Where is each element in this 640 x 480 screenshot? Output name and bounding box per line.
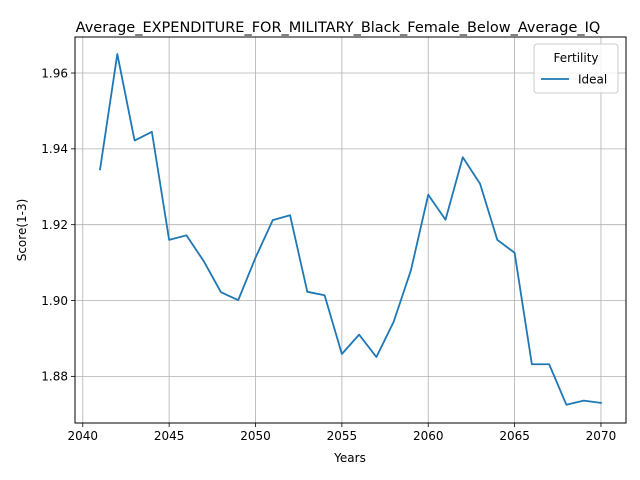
plot-frame xyxy=(74,36,627,424)
y-tick-label: 1.92 xyxy=(41,218,68,232)
y-tick-label: 1.94 xyxy=(41,142,68,156)
legend-title: Fertility xyxy=(553,51,598,65)
series-layer xyxy=(99,53,602,406)
x-axis-ticks: 2040 2045 2050 2055 2060 2065 2070 xyxy=(67,423,616,443)
x-tick-label: 2045 xyxy=(154,429,185,443)
y-axis-label: Score(1-3) xyxy=(15,199,29,262)
x-tick-label: 2040 xyxy=(67,429,98,443)
x-tick-label: 2050 xyxy=(240,429,271,443)
y-tick-label: 1.88 xyxy=(41,370,68,384)
x-tick-label: 2065 xyxy=(499,429,530,443)
series-line-ideal xyxy=(99,53,602,406)
grid xyxy=(75,37,626,423)
legend-label: Ideal xyxy=(578,73,607,87)
x-tick-label: 2060 xyxy=(413,429,444,443)
y-axis-ticks: 1.88 1.90 1.92 1.94 1.96 xyxy=(41,66,75,384)
chart-title: Average_EXPENDITURE_FOR_MILITARY_Black_F… xyxy=(76,20,601,36)
x-tick-label: 2055 xyxy=(327,429,358,443)
legend: Fertility Ideal xyxy=(533,43,619,94)
legend-box xyxy=(533,43,619,94)
x-tick-label: 2070 xyxy=(586,429,617,443)
x-axis-label: Years xyxy=(333,451,366,465)
y-tick-label: 1.90 xyxy=(41,294,68,308)
y-tick-label: 1.96 xyxy=(41,66,68,80)
